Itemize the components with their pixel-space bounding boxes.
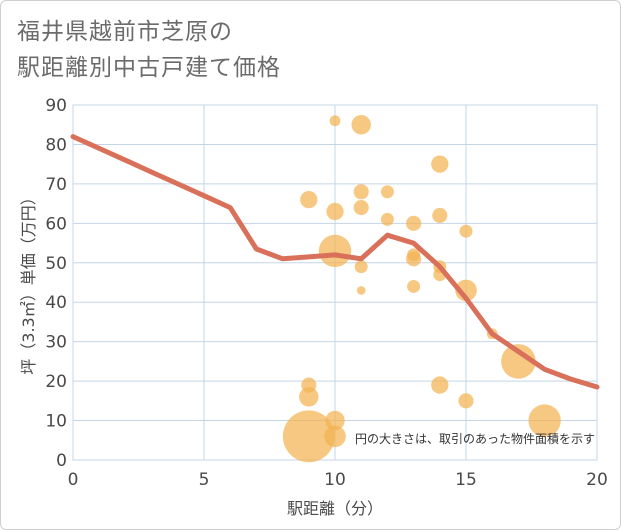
bubble-point [406,215,422,231]
y-tick-label: 50 [45,254,67,274]
y-tick-label: 30 [45,333,67,353]
bubble-point [326,202,344,221]
bubble-point [300,191,318,209]
grid-lines [72,104,598,461]
bubble-point [325,410,345,431]
y-tick-label: 90 [45,96,67,116]
bubble-point [356,286,366,295]
y-tick-label: 80 [45,135,67,155]
bubble-point [351,115,371,135]
bubble-point [407,248,421,262]
bubble-point [318,234,352,268]
y-tick-label: 20 [45,372,67,392]
bubble-point [455,279,477,302]
bubble-point [301,377,317,393]
y-tick-label: 10 [45,412,67,432]
x-tick-label: 0 [68,470,79,490]
size-note: 円の大きさは、取引のあった物件面積を示す [355,431,595,446]
y-tick-label: 40 [45,293,67,313]
trend-line-layer [70,134,600,390]
bubble-point [432,207,448,224]
y-tick-label: 60 [45,214,67,234]
bubble-point [407,279,421,293]
bubble-point [299,387,319,407]
bubble-point [501,344,536,379]
chart-title: 福井県越前市芝原の 駅距離別中古戸建て価格 [17,14,281,86]
bubble-point [431,155,449,173]
bubble-point [329,115,341,127]
bubble-point [324,425,346,448]
bubble-point [282,410,335,463]
bubble-point [380,212,394,226]
x-tick-label: 15 [455,470,477,490]
x-tick-label: 5 [199,470,210,490]
tick-labels: 0 10 20 30 40 50 60 70 80 90 0 5 10 15 20 [45,96,607,490]
bubble-point [353,199,369,216]
y-tick-label: 0 [56,451,67,471]
y-tick-label: 70 [45,175,67,195]
bubble-point [458,393,474,409]
bubble-point [459,224,473,238]
y-axis-label: 坪（3.3㎡）単価（万円） [19,189,38,374]
x-tick-label: 20 [586,470,608,490]
chart-title-line-1: 福井県越前市芝原の [17,19,233,45]
bubble-point [528,404,561,437]
bubble-point [353,184,369,200]
bubble-point [431,376,449,394]
bubble-point [380,185,394,199]
x-tick-label: 10 [324,470,346,490]
bubble-series [282,115,561,463]
bubble-point [354,260,368,274]
x-axis-label: 駅距離（分） [287,499,383,518]
chart-title-line-2: 駅距離別中古戸建て価格 [17,55,281,81]
average-trend-line [70,134,600,390]
